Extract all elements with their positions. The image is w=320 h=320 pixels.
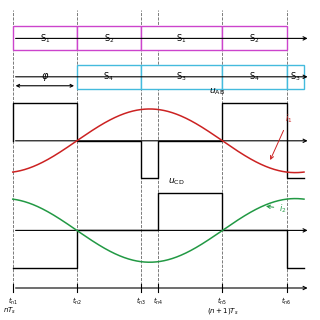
Text: $u_{\mathrm{CD}}$: $u_{\mathrm{CD}}$ xyxy=(168,176,184,187)
Bar xyxy=(77,65,141,89)
Text: $i_2$: $i_2$ xyxy=(267,202,287,215)
Bar xyxy=(141,65,222,89)
Text: S$_4$: S$_4$ xyxy=(103,70,114,83)
Text: S$_2$: S$_2$ xyxy=(249,32,260,45)
Text: $t_{n3}$: $t_{n3}$ xyxy=(136,296,146,307)
Text: S$_3$: S$_3$ xyxy=(176,70,187,83)
Text: S$_1$: S$_1$ xyxy=(176,32,187,45)
Text: $u_{\mathrm{AB}}$: $u_{\mathrm{AB}}$ xyxy=(209,86,225,97)
Bar xyxy=(141,26,222,50)
Text: $t_{n5}$: $t_{n5}$ xyxy=(218,296,228,307)
Text: $(n+1)T_s$: $(n+1)T_s$ xyxy=(207,306,238,316)
Text: $t_{n6}$: $t_{n6}$ xyxy=(281,296,292,307)
Text: $i_1$: $i_1$ xyxy=(270,113,292,159)
Bar xyxy=(222,26,286,50)
Text: S$_3$: S$_3$ xyxy=(290,70,300,83)
Text: S$_4$: S$_4$ xyxy=(249,70,260,83)
Text: S$_2$: S$_2$ xyxy=(104,32,114,45)
Text: $t_{n2}$: $t_{n2}$ xyxy=(72,296,82,307)
Text: $t_{n4}$: $t_{n4}$ xyxy=(153,296,164,307)
Text: $t_{n1}$: $t_{n1}$ xyxy=(8,296,18,307)
Text: S$_1$: S$_1$ xyxy=(40,32,50,45)
Bar xyxy=(286,65,304,89)
Bar xyxy=(77,26,141,50)
Text: $nT_s$: $nT_s$ xyxy=(3,306,16,316)
Text: $\varphi$: $\varphi$ xyxy=(41,70,49,83)
Bar xyxy=(13,26,77,50)
Bar xyxy=(222,65,286,89)
